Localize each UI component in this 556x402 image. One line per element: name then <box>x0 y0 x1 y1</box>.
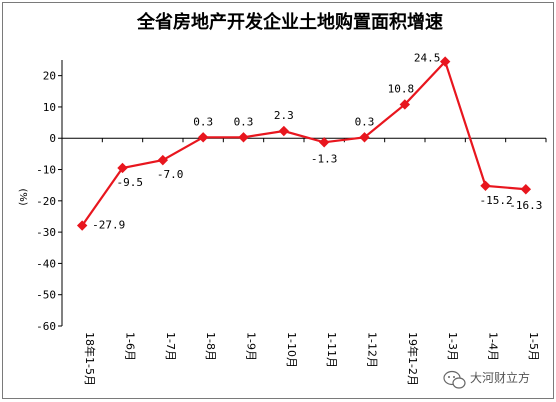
data-point <box>359 132 370 143</box>
data-label: -7.0 <box>157 168 184 181</box>
data-point <box>117 162 128 174</box>
chart-title: 全省房地产开发企业土地购置面积增速 <box>136 11 443 33</box>
data-point <box>520 184 532 195</box>
y-tick-label: -40 <box>36 257 56 270</box>
y-tick-label: -10 <box>36 164 56 177</box>
axes: 20 10 0 -10 -20 -30 -40 -50 -60 18年1-5月 1-6月 1-7月 1-… <box>36 60 547 386</box>
plot-area: -27.9 -9.5 -7.0 0.3 0.3 2.3 -1.3 0.3 10.8 24.5 -15… <box>76 52 542 232</box>
series-line <box>81 59 526 227</box>
data-point <box>157 154 169 166</box>
y-tick-label: 10 <box>43 101 56 114</box>
x-tick-label: 1-4月 <box>487 332 500 361</box>
y-tick-label: -60 <box>36 320 56 333</box>
data-point <box>399 99 411 110</box>
y-tick-label: -50 <box>36 289 56 302</box>
data-point <box>197 132 209 143</box>
data-label: -15.2 <box>480 194 513 207</box>
wechat-icon <box>443 370 466 389</box>
data-label: 0.3 <box>234 115 254 128</box>
data-label: 2.3 <box>274 109 294 122</box>
x-tick-label: 1-6月 <box>124 332 137 361</box>
x-tick-label: 19年1-2月 <box>406 332 420 386</box>
y-tick-label: -30 <box>36 226 56 239</box>
x-tick-label: 1-10月 <box>285 332 298 368</box>
data-point <box>439 56 451 67</box>
data-label: -16.3 <box>509 199 542 212</box>
watermark-text: 大河财立方 <box>470 370 530 385</box>
y-tick-label: -20 <box>36 195 56 208</box>
data-label: 0.3 <box>193 115 213 128</box>
data-point <box>238 132 249 143</box>
x-tick-label: 1-3月 <box>446 332 459 361</box>
data-point <box>318 137 330 148</box>
data-label: 0.3 <box>355 115 375 128</box>
x-tick-label: 18年1-5月 <box>83 332 97 386</box>
data-point <box>76 220 88 231</box>
data-label: 10.8 <box>388 82 415 95</box>
data-point <box>278 125 290 137</box>
y-tick-label: 0 <box>49 132 56 145</box>
data-point <box>480 180 491 192</box>
x-tick-label: 1-7月 <box>164 332 177 361</box>
data-label: -1.3 <box>311 152 338 165</box>
data-label: -9.5 <box>117 176 144 189</box>
data-label: -27.9 <box>92 219 125 232</box>
y-tick-label: 20 <box>43 70 56 83</box>
data-label: 24.5 <box>414 52 441 65</box>
watermark: 大河财立方 <box>443 370 530 389</box>
y-axis-label: (%) <box>17 188 28 205</box>
x-tick-label: 1-11月 <box>325 332 338 368</box>
x-tick-label: 1-12月 <box>366 332 379 368</box>
x-tick-label: 1-9月 <box>245 332 258 361</box>
x-tick-label: 1-5月 <box>527 332 540 361</box>
x-tick-label: 1-8月 <box>204 332 217 361</box>
